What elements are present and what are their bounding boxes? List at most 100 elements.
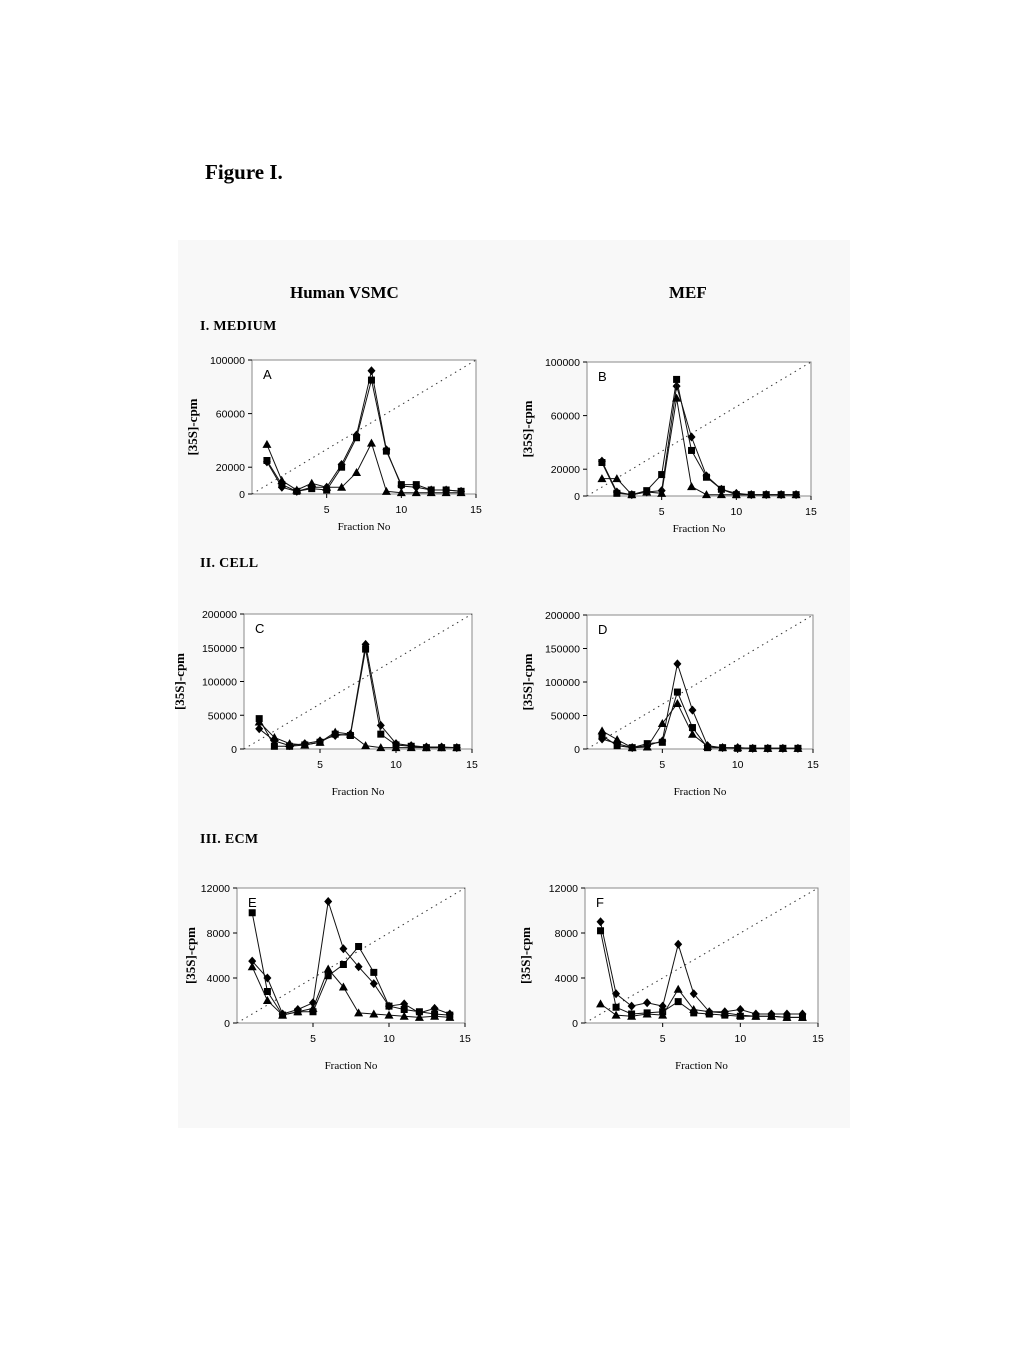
y-tick-label: 60000 [551, 411, 580, 423]
data-point-triangle [338, 982, 348, 991]
data-point-triangle [247, 962, 257, 971]
column-header-human-vsmc: Human VSMC [290, 283, 399, 302]
series-line-triangle [601, 702, 798, 749]
data-point-triangle [763, 743, 773, 752]
data-point-triangle [766, 1011, 776, 1020]
x-tick-label: 15 [807, 759, 819, 771]
y-tick-label: 4000 [207, 973, 231, 985]
data-point-diamond [354, 962, 363, 972]
data-point-diamond [674, 939, 683, 949]
data-point-triangle [748, 743, 758, 752]
x-tick-label: 5 [659, 506, 665, 518]
data-point-triangle [751, 1011, 761, 1020]
y-tick-label: 60000 [216, 409, 245, 421]
data-point-triangle [277, 476, 287, 485]
figure-title: Figure I. [205, 160, 283, 184]
data-point-triangle [778, 743, 788, 752]
data-point-square [278, 481, 286, 489]
data-point-triangle [430, 1011, 440, 1020]
x-axis-label: Fraction No [325, 1060, 378, 1072]
y-tick-label: 200000 [545, 610, 580, 622]
section-header-cell: II. CELL [200, 556, 259, 571]
data-point-triangle [456, 488, 466, 497]
data-point-diamond [309, 998, 317, 1008]
x-tick-label: 15 [812, 1033, 824, 1045]
data-point-triangle [345, 729, 355, 738]
data-point-triangle [262, 996, 272, 1004]
x-tick-label: 5 [660, 1033, 666, 1045]
data-point-triangle [330, 727, 340, 736]
chart-d: 0 50000 100000 150000 200000 5 10 15 Fraction No… [520, 610, 819, 798]
data-point-triangle [612, 735, 622, 744]
data-point-triangle [399, 1011, 409, 1020]
plot-frame [251, 359, 477, 495]
data-point-triangle [308, 1003, 318, 1012]
plot-frame [586, 361, 812, 497]
data-point-triangle [307, 478, 317, 487]
data-point-triangle [782, 1012, 792, 1021]
data-point-diamond [248, 956, 257, 966]
data-point-triangle [445, 1012, 455, 1021]
x-tick-label: 15 [459, 1033, 471, 1045]
data-point-square [613, 489, 621, 497]
x-tick-label: 5 [659, 759, 665, 771]
y-tick-label: 200000 [202, 609, 237, 621]
y-tick-label: 100000 [545, 677, 580, 689]
data-point-square [382, 447, 390, 455]
data-point-triangle [657, 719, 667, 728]
data-point-square [717, 485, 725, 493]
data-point-triangle [642, 742, 652, 751]
data-point-square [658, 738, 666, 746]
data-point-triangle [269, 733, 279, 742]
data-point-square [397, 481, 405, 489]
data-point-triangle [627, 490, 637, 499]
x-tick-label: 10 [730, 506, 742, 518]
data-point-triangle [426, 488, 436, 497]
data-point-square [598, 459, 606, 466]
y-tick-label: 8000 [207, 928, 231, 940]
data-point-triangle [381, 486, 391, 495]
data-point-triangle [597, 726, 607, 735]
y-tick-label: 150000 [202, 643, 237, 655]
data-point-diamond [339, 944, 348, 954]
y-tick-label: 100000 [202, 677, 237, 689]
x-tick-label: 10 [383, 1033, 395, 1045]
data-point-diamond [367, 366, 376, 376]
x-axis-label: Fraction No [675, 1060, 728, 1072]
data-point-triangle [687, 482, 697, 491]
chart-f: 0 4000 8000 12000 5 10 15 Fraction No [35S]-cpm F [518, 883, 824, 1072]
data-point-triangle [452, 743, 462, 752]
data-point-square [612, 1003, 620, 1011]
data-point-triangle [761, 490, 771, 499]
data-point-triangle [776, 490, 786, 499]
data-point-triangle [278, 1010, 288, 1019]
chart-a: 0 20000 60000 100000 5 10 15 Fraction No [35S]-c… [185, 355, 482, 533]
data-point-triangle [687, 729, 697, 738]
panel-letter: E [248, 895, 257, 910]
data-point-triangle [337, 482, 347, 491]
data-point-square [674, 998, 682, 1006]
data-point-square [338, 463, 346, 471]
data-point-triangle [673, 984, 683, 993]
data-point-triangle [612, 474, 622, 483]
data-point-triangle [797, 1012, 807, 1021]
data-point-square [339, 961, 347, 968]
data-point-triangle [627, 743, 637, 752]
data-point-triangle [704, 1007, 714, 1016]
data-point-triangle [384, 1010, 394, 1019]
data-point-square [597, 927, 605, 935]
chart-e: 0 4000 8000 12000 5 10 15 Fraction No [35S]-cpm E [183, 883, 471, 1072]
data-point-triangle [703, 741, 713, 750]
data-point-diamond [689, 989, 698, 999]
data-point-triangle [421, 743, 431, 752]
x-axis-label: Fraction No [338, 521, 391, 533]
data-point-triangle [718, 743, 728, 752]
data-point-diamond [596, 917, 605, 927]
data-point-triangle [596, 999, 606, 1008]
y-tick-label: 0 [231, 744, 237, 756]
series-line-triangle [600, 988, 803, 1018]
data-point-square [658, 471, 666, 479]
x-axis-label: Fraction No [673, 523, 726, 535]
chart-c: 0 50000 100000 150000 200000 5 10 15 Fraction No… [172, 609, 478, 798]
data-point-triangle [254, 717, 264, 726]
